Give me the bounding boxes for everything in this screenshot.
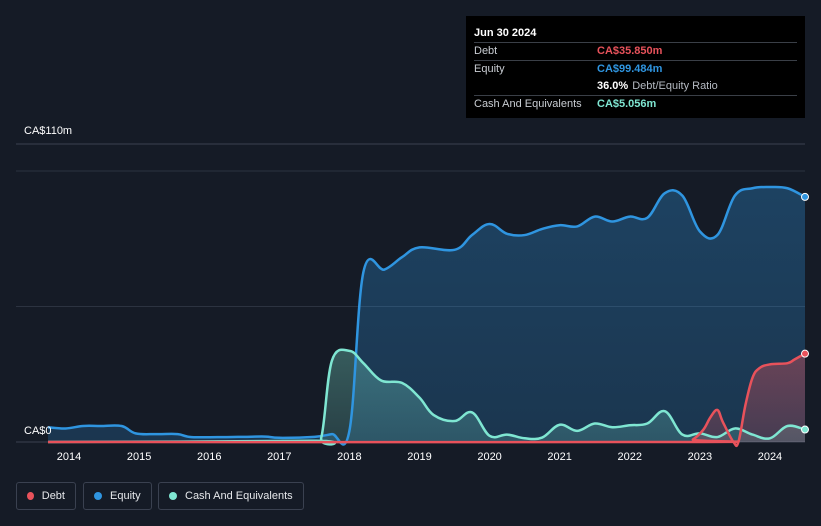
tooltip-equity-row: Equity CA$99.484m xyxy=(474,60,797,78)
y-axis-bottom-label: CA$0 xyxy=(24,425,52,437)
tooltip-debt-label: Debt xyxy=(474,45,498,57)
tooltip-cash-row: Cash And Equivalents CA$5.056m xyxy=(474,95,797,113)
y-axis-top-label: CA$110m xyxy=(24,125,73,137)
debt-dot-icon xyxy=(27,492,34,500)
tooltip-ratio-row: 36.0% Debt/Equity Ratio xyxy=(474,78,797,95)
tooltip-debt-row: Debt CA$35.850m xyxy=(474,42,797,60)
cash-line xyxy=(47,348,806,446)
tooltip-cash-label: Cash And Equivalents xyxy=(474,98,582,110)
tooltip-ratio-label: Debt/Equity Ratio xyxy=(632,80,718,92)
legend-cash[interactable]: Cash And Equivalents xyxy=(158,482,304,510)
tooltip-cash-value: CA$5.056m xyxy=(597,98,657,110)
x-tick-2017: 2017 xyxy=(267,451,291,463)
cash-end-marker xyxy=(801,425,809,434)
x-tick-2018: 2018 xyxy=(337,451,361,463)
x-axis-ticks: 2014 2015 2016 2017 2018 2019 2020 2021 2022 2023… xyxy=(57,451,782,463)
legend-cash-label: Cash And Equivalents xyxy=(185,490,293,502)
legend-equity-label: Equity xyxy=(110,490,141,502)
tooltip-equity-label: Equity xyxy=(474,63,505,75)
x-tick-2016: 2016 xyxy=(197,451,221,463)
tooltip-ratio-value: 36.0% xyxy=(597,80,629,92)
x-tick-2019: 2019 xyxy=(407,451,431,463)
tooltip-date: Jun 30 2024 xyxy=(474,27,537,39)
equity-area xyxy=(48,186,805,445)
x-tick-2022: 2022 xyxy=(618,451,642,463)
x-tick-2014: 2014 xyxy=(57,451,81,463)
x-tick-2023: 2023 xyxy=(688,451,712,463)
chart-end-markers xyxy=(801,192,809,434)
legend-debt[interactable]: Debt xyxy=(16,482,76,510)
legend-debt-label: Debt xyxy=(41,490,65,502)
equity-dot-icon xyxy=(94,492,102,500)
x-tick-2024: 2024 xyxy=(758,451,782,463)
data-tooltip: Jun 30 2024 Debt CA$35.850m Equity CA$99… xyxy=(466,16,805,118)
x-tick-2015: 2015 xyxy=(127,451,151,463)
debt-line xyxy=(47,352,806,448)
chart-lines xyxy=(47,185,806,448)
tooltip-equity-value: CA$99.484m xyxy=(597,63,663,75)
equity-end-marker xyxy=(801,192,809,201)
x-tick-2020: 2020 xyxy=(477,451,501,463)
cash-dot-icon xyxy=(169,492,177,500)
legend-equity[interactable]: Equity xyxy=(83,482,152,510)
debt-end-marker xyxy=(801,349,809,358)
equity-line xyxy=(47,185,806,446)
x-tick-2021: 2021 xyxy=(547,451,571,463)
tooltip-debt-value: CA$35.850m xyxy=(597,45,663,57)
